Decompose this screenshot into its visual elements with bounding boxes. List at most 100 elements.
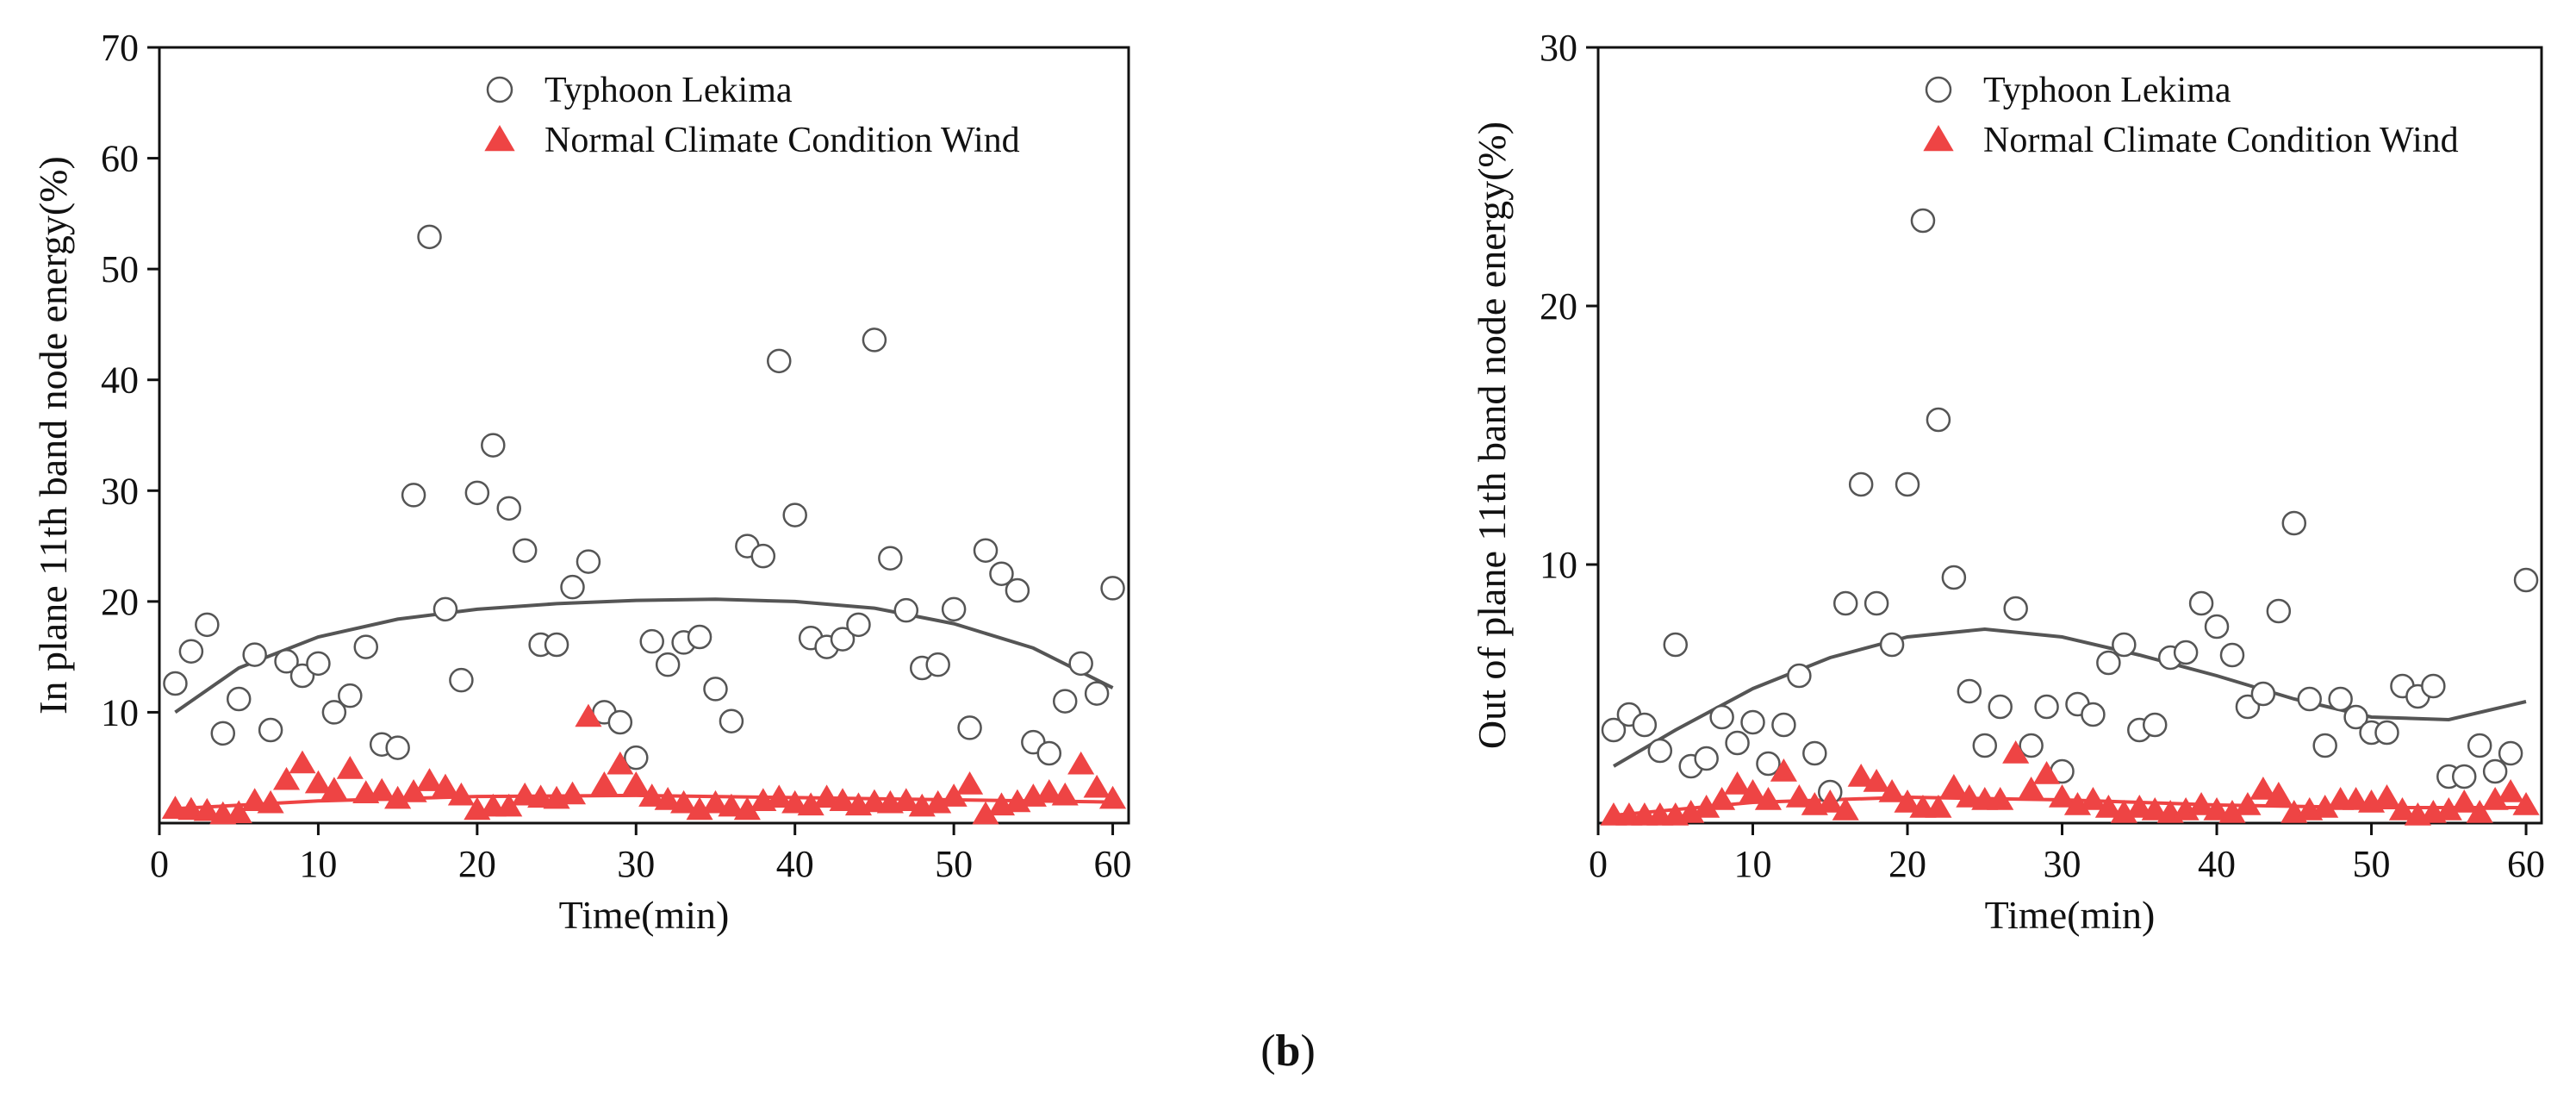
normal-wind-point bbox=[893, 788, 920, 811]
x-axis-title: Time(min) bbox=[1985, 893, 2156, 937]
normal-wind-point bbox=[2048, 784, 2076, 808]
typhoon-point bbox=[576, 549, 601, 574]
normal-wind-point bbox=[1067, 751, 1095, 775]
x-tick-label: 0 bbox=[1589, 843, 1608, 885]
typhoon-point bbox=[846, 612, 871, 638]
typhoon-point bbox=[2250, 681, 2276, 707]
normal-wind-point bbox=[447, 782, 475, 806]
normal-wind-point bbox=[1878, 779, 1906, 802]
x-tick-label: 60 bbox=[1094, 843, 1132, 885]
normal-wind-point bbox=[1847, 764, 1875, 787]
normal-wind-point bbox=[781, 789, 809, 814]
normal-wind-point bbox=[2265, 782, 2293, 805]
typhoon-point bbox=[2188, 590, 2214, 616]
typhoon-point bbox=[210, 721, 236, 746]
typhoon-point bbox=[1068, 651, 1093, 677]
typhoon-point bbox=[703, 677, 728, 702]
normal-wind-point bbox=[622, 771, 650, 795]
normal-wind-point bbox=[1832, 797, 1859, 821]
normal-wind-point bbox=[177, 796, 205, 821]
typhoon-point bbox=[306, 651, 331, 677]
typhoon-point bbox=[1787, 663, 1812, 689]
normal-wind-point bbox=[1925, 795, 1952, 818]
legend-triangle-icon bbox=[484, 125, 515, 152]
y-tick-label: 20 bbox=[1540, 285, 1577, 328]
normal-wind-point bbox=[2450, 789, 2478, 813]
normal-wind-point bbox=[368, 777, 395, 802]
typhoon-point bbox=[449, 667, 474, 693]
normal-wind-point bbox=[161, 796, 190, 819]
typhoon-point bbox=[2219, 642, 2245, 668]
typhoon-point bbox=[401, 483, 426, 508]
x-tick-label: 60 bbox=[2507, 843, 2545, 885]
typhoon-point bbox=[2003, 596, 2028, 621]
typhoon-point bbox=[1910, 208, 1936, 234]
normal-wind-point bbox=[607, 751, 634, 775]
y-tick-label: 10 bbox=[101, 691, 139, 733]
typhoon-point bbox=[1848, 471, 1874, 497]
x-tick-label: 40 bbox=[2198, 843, 2236, 885]
typhoon-point bbox=[178, 639, 204, 664]
typhoon-point bbox=[417, 224, 442, 250]
y-tick-label: 30 bbox=[101, 470, 139, 512]
typhoon-point bbox=[2173, 640, 2199, 665]
typhoon-point bbox=[1036, 740, 1062, 766]
typhoon-point bbox=[1725, 730, 1750, 756]
typhoon-point bbox=[560, 574, 585, 600]
normal-wind-point bbox=[701, 789, 730, 814]
x-tick-label: 20 bbox=[458, 843, 496, 885]
legend-circle-icon bbox=[486, 76, 513, 103]
typhoon-point bbox=[1802, 740, 1827, 766]
normal-wind-point bbox=[2018, 777, 2045, 800]
y-tick-label: 50 bbox=[101, 248, 139, 290]
normal-wind-point bbox=[654, 787, 681, 810]
typhoon-point bbox=[242, 642, 267, 667]
typhoon-point bbox=[1005, 577, 1030, 603]
normal-wind-point bbox=[2141, 797, 2168, 821]
normal-wind-point bbox=[304, 770, 332, 794]
left-chart: 0 10 20 30 40 50 60 10 20 30 40 50 60 70 Time(min) In p… bbox=[31, 27, 1132, 937]
x-tick-label: 40 bbox=[776, 843, 814, 885]
y-axis-title: Out of plane 11th band node energy(%) bbox=[1470, 122, 1514, 749]
y-tick-label: 20 bbox=[101, 581, 139, 623]
normal-wind-point bbox=[829, 788, 856, 811]
normal-wind-point bbox=[638, 783, 666, 807]
legend-triangle-icon bbox=[1923, 125, 1954, 152]
typhoon-point bbox=[544, 632, 569, 658]
y-tick-label: 60 bbox=[101, 138, 139, 180]
normal-wind-point bbox=[2373, 784, 2401, 808]
x-tick-label: 10 bbox=[1734, 843, 1772, 885]
typhoon-point bbox=[957, 715, 982, 740]
normal-wind-point bbox=[940, 783, 968, 807]
typhoon-point bbox=[2019, 733, 2044, 758]
typhoon-point bbox=[1926, 407, 1951, 433]
normal-wind-point bbox=[813, 784, 841, 808]
plot-frame bbox=[1596, 46, 2543, 825]
normal-wind-point bbox=[511, 782, 538, 806]
normal-wind-point bbox=[193, 797, 221, 821]
normal-wind-point bbox=[956, 771, 984, 795]
normal-wind-point bbox=[590, 771, 618, 795]
normal-wind-point bbox=[765, 784, 793, 808]
x-tick-label: 50 bbox=[2353, 843, 2391, 885]
typhoon-point bbox=[481, 433, 506, 458]
typhoon-point bbox=[226, 686, 252, 712]
typhoon-fit-curve bbox=[174, 597, 1114, 715]
normal-wind-point bbox=[2466, 800, 2493, 823]
normal-wind-point bbox=[558, 781, 587, 805]
typhoon-point bbox=[2204, 614, 2230, 640]
normal-wind-point bbox=[1770, 758, 1797, 782]
typhoon-point bbox=[941, 596, 967, 622]
typhoon-fit-curve bbox=[1612, 627, 2527, 768]
typhoon-point bbox=[1694, 746, 1719, 771]
normal-wind-point bbox=[1051, 782, 1079, 806]
normal-wind-point bbox=[2249, 777, 2277, 800]
typhoon-point bbox=[163, 671, 188, 696]
normal-wind-point bbox=[289, 750, 316, 774]
typhoon-point bbox=[2451, 764, 2477, 789]
caption-open: ( bbox=[1260, 1027, 1276, 1076]
typhoon-point bbox=[1756, 751, 1781, 777]
typhoon-point bbox=[512, 538, 538, 563]
y-tick-label: 10 bbox=[1540, 544, 1577, 586]
normal-wind-point bbox=[1754, 787, 1783, 810]
